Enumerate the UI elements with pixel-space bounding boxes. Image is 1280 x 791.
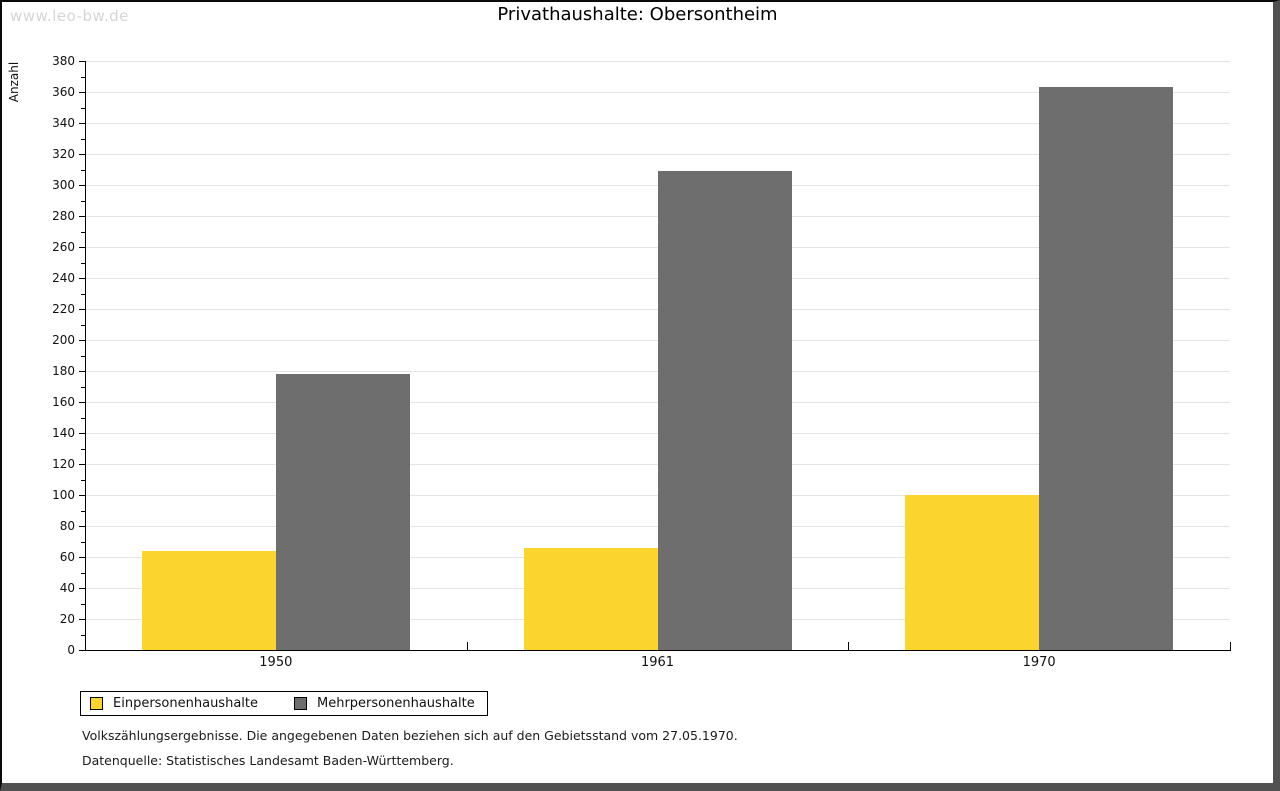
- y-tick-minor: [81, 231, 85, 233]
- bar-mehrpersonenhaushalte-1950: [275, 374, 410, 650]
- y-gridline: [85, 92, 1230, 93]
- y-tick-major: [79, 309, 85, 310]
- y-tick-label: 140: [52, 426, 75, 440]
- y-tick-major: [79, 92, 85, 93]
- y-tick-label: 280: [52, 209, 75, 223]
- y-tick-label: 200: [52, 333, 75, 347]
- y-tick-label: 300: [52, 178, 75, 192]
- y-gridline: [85, 154, 1230, 155]
- y-tick-label: 100: [52, 488, 75, 502]
- y-tick-major: [79, 464, 85, 465]
- legend-label: Mehrpersonenhaushalte: [317, 696, 475, 711]
- y-tick-label: 160: [52, 395, 75, 409]
- y-tick-label: 240: [52, 271, 75, 285]
- footnote-source-note: Volkszählungsergebnisse. Die angegebenen…: [82, 728, 738, 743]
- bar-einpersonenhaushalte-1961: [523, 547, 658, 650]
- y-tick-major: [79, 402, 85, 403]
- y-tick-minor: [81, 386, 85, 388]
- legend-item: Mehrpersonenhaushalte: [294, 696, 475, 711]
- y-tick-major: [79, 526, 85, 527]
- x-tick: [466, 642, 468, 650]
- y-tick-major: [79, 340, 85, 341]
- y-tick-minor: [81, 200, 85, 202]
- y-tick-major: [79, 619, 85, 620]
- x-tick: [1230, 642, 1231, 650]
- y-tick-label: 120: [52, 457, 75, 471]
- y-tick-label: 260: [52, 240, 75, 254]
- legend-label: Einpersonenhaushalte: [113, 696, 258, 711]
- y-tick-major: [79, 495, 85, 496]
- y-tick-major: [79, 650, 85, 651]
- legend-swatch-icon: [90, 697, 103, 710]
- x-axis-label-1961: 1961: [640, 655, 675, 670]
- y-tick-label: 220: [52, 302, 75, 316]
- legend-item: Einpersonenhaushalte: [90, 696, 258, 711]
- y-tick-label: 60: [59, 550, 75, 564]
- x-tick: [848, 642, 850, 650]
- y-gridline: [85, 123, 1230, 124]
- watermark: www.leo-bw.de: [10, 7, 129, 25]
- y-tick-label: 360: [52, 85, 75, 99]
- y-tick-minor: [81, 510, 85, 512]
- y-tick-label: 340: [52, 116, 75, 130]
- y-tick-major: [79, 247, 85, 248]
- y-tick-minor: [81, 448, 85, 450]
- bar-mehrpersonenhaushalte-1961: [657, 171, 792, 650]
- y-tick-label: 40: [59, 581, 75, 595]
- y-tick-major: [79, 61, 85, 62]
- y-tick-minor: [81, 417, 85, 419]
- y-tick-minor: [81, 572, 85, 574]
- y-tick-major: [79, 123, 85, 124]
- y-tick-minor: [81, 541, 85, 543]
- y-tick-minor: [81, 355, 85, 357]
- y-tick-label: 20: [59, 612, 75, 626]
- y-tick-major: [79, 588, 85, 589]
- x-axis-label-1970: 1970: [1022, 655, 1056, 670]
- y-axis-title: Anzahl: [7, 61, 21, 103]
- y-tick-minor: [81, 603, 85, 605]
- footnote-data-source: Datenquelle: Statistisches Landesamt Bad…: [82, 753, 454, 768]
- y-tick-label: 0: [67, 643, 75, 657]
- legend: Einpersonenhaushalte Mehrpersonenhaushalt…: [80, 691, 488, 716]
- y-tick-major: [79, 371, 85, 372]
- x-axis-line: [85, 650, 1231, 651]
- bar-mehrpersonenhaushalte-1970: [1039, 87, 1174, 650]
- y-tick-minor: [81, 293, 85, 295]
- y-tick-label: 380: [52, 54, 75, 68]
- y-tick-minor: [81, 107, 85, 109]
- y-tick-minor: [81, 634, 85, 636]
- y-axis-line: [85, 61, 86, 651]
- x-axis-label-1950: 1950: [259, 655, 293, 670]
- legend-swatch-icon: [294, 697, 307, 710]
- y-tick-minor: [81, 324, 85, 326]
- y-tick-major: [79, 154, 85, 155]
- y-gridline: [85, 61, 1230, 62]
- chart-title: Privathaushalte: Obersontheim: [497, 4, 778, 25]
- bar-einpersonenhaushalte-1970: [905, 495, 1040, 650]
- y-tick-major: [79, 278, 85, 279]
- y-tick-minor: [81, 262, 85, 264]
- y-tick-minor: [81, 169, 85, 171]
- y-tick-label: 180: [52, 364, 75, 378]
- y-tick-label: 320: [52, 147, 75, 161]
- y-tick-major: [79, 185, 85, 186]
- y-tick-minor: [81, 138, 85, 140]
- y-tick-major: [79, 216, 85, 217]
- y-tick-minor: [81, 479, 85, 481]
- bar-einpersonenhaushalte-1950: [141, 550, 276, 650]
- y-tick-major: [79, 557, 85, 558]
- y-tick-label: 80: [59, 519, 75, 533]
- y-tick-minor: [81, 76, 85, 78]
- y-tick-major: [79, 433, 85, 434]
